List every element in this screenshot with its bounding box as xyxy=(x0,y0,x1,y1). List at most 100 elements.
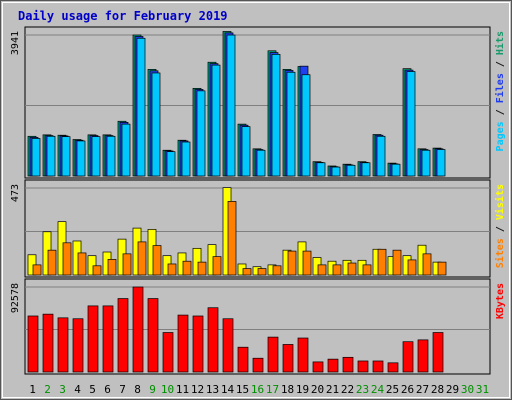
bar-kbytes-day-6 xyxy=(102,305,114,373)
bar-kbytes-day-9 xyxy=(147,298,159,373)
bar-pages-day-7 xyxy=(121,123,131,177)
day-label: 20 xyxy=(311,383,324,396)
day-label: 28 xyxy=(431,383,444,396)
bar-pages-day-28 xyxy=(436,149,446,177)
bar-visits-day-5 xyxy=(87,255,97,276)
panel-max-label: 92578 xyxy=(10,283,21,313)
bar-kbytes-day-3 xyxy=(57,317,69,373)
bar-sites-day-14 xyxy=(227,201,237,276)
bar-kbytes-day-5 xyxy=(87,305,99,373)
bar-kbytes-day-27 xyxy=(417,339,429,373)
bar-pages-day-3 xyxy=(61,136,71,177)
legend-entry: Pages xyxy=(495,121,506,151)
bar-sites-day-10 xyxy=(167,263,177,276)
bar-kbytes-day-20 xyxy=(312,361,324,373)
day-label: 29 xyxy=(446,383,459,396)
day-label: 17 xyxy=(266,383,279,396)
bar-sites-day-22 xyxy=(347,262,357,276)
day-label: 10 xyxy=(161,383,174,396)
day-axis-labels: 1 2 3 4 5 6 7 8 9 10 11 12 13 14 15 16 17 18 19 20 21 22 23 24 2… xyxy=(29,383,489,396)
bar-kbytes-day-24 xyxy=(372,360,384,373)
day-label: 30 xyxy=(461,383,474,396)
day-label: 26 xyxy=(401,383,414,396)
day-label: 18 xyxy=(281,383,294,396)
chart-title: Daily usage for February 2019 xyxy=(18,9,228,23)
bar-kbytes-day-19 xyxy=(297,337,309,373)
day-label: 1 xyxy=(29,383,36,396)
day-label: 5 xyxy=(89,383,96,396)
day-label: 27 xyxy=(416,383,429,396)
bar-kbytes-day-21 xyxy=(327,358,339,373)
bar-sites-day-20 xyxy=(317,264,327,276)
day-label: 4 xyxy=(74,383,81,396)
bar-sites-day-21 xyxy=(332,264,342,276)
panel-visits-sites: 473 Sites / Visits xyxy=(10,179,506,278)
bar-sites-day-23 xyxy=(362,264,372,276)
bar-kbytes-day-13 xyxy=(207,307,219,373)
bar-visits-day-12 xyxy=(192,247,202,276)
bar-kbytes-day-23 xyxy=(357,360,369,373)
bar-pages-day-22 xyxy=(346,164,356,177)
bar-kbytes-day-14 xyxy=(222,318,234,373)
bar-pages-day-15 xyxy=(241,126,251,177)
day-label: 6 xyxy=(104,383,111,396)
bar-pages-day-23 xyxy=(361,162,371,177)
bar-pages-day-2 xyxy=(46,135,56,177)
bar-sites-day-16 xyxy=(257,268,267,276)
day-label: 24 xyxy=(371,383,385,396)
bar-sites-day-18 xyxy=(287,250,297,276)
panel-pages-files-hits: 3941 Pages / Files / Hits xyxy=(10,26,506,179)
legend-entry: Sites xyxy=(494,238,506,268)
day-label: 16 xyxy=(251,383,264,396)
bar-sites-day-24 xyxy=(377,248,387,276)
bar-sites-day-26 xyxy=(407,259,417,276)
legend-entry: / xyxy=(495,55,506,73)
legend-entry: / xyxy=(495,103,506,121)
bar-pages-day-11 xyxy=(181,141,191,177)
bar-kbytes-day-8 xyxy=(132,286,144,373)
bar-sites-day-27 xyxy=(422,253,432,276)
bar-sites-day-8 xyxy=(137,241,147,276)
bar-kbytes-day-2 xyxy=(42,313,54,373)
legend-entry: Files xyxy=(494,73,506,103)
bar-kbytes-day-12 xyxy=(192,315,204,373)
day-label: 2 xyxy=(44,383,51,396)
day-label: 31 xyxy=(476,383,489,396)
panel-max-label: 473 xyxy=(10,184,21,202)
bar-sites-day-3 xyxy=(62,242,72,276)
bar-pages-day-20 xyxy=(316,162,326,177)
bar-pages-day-5 xyxy=(91,136,101,177)
panel-legend: KBytes xyxy=(495,283,506,319)
bar-pages-day-19 xyxy=(301,74,311,177)
bar-sites-day-13 xyxy=(212,256,222,276)
bar-pages-day-16 xyxy=(256,149,266,177)
bar-sites-day-2 xyxy=(47,249,57,276)
bar-kbytes-day-26 xyxy=(402,341,414,373)
day-label: 23 xyxy=(356,383,369,396)
bar-sites-day-11 xyxy=(182,260,192,276)
bar-pages-day-10 xyxy=(166,151,176,177)
day-label: 12 xyxy=(191,383,204,396)
day-label: 3 xyxy=(59,383,66,396)
bar-sites-day-6 xyxy=(107,259,117,276)
day-label: 21 xyxy=(326,383,339,396)
panels: 3941 Pages / Files / Hits 473 Sites / Visit… xyxy=(10,26,506,375)
bar-pages-day-12 xyxy=(196,90,206,177)
legend-entry: KBytes xyxy=(495,283,506,319)
bar-pages-day-18 xyxy=(286,71,296,177)
bar-pages-day-25 xyxy=(391,163,401,177)
bar-kbytes-day-7 xyxy=(117,298,129,373)
panel-max-label: 3941 xyxy=(10,31,21,55)
bar-sites-day-17 xyxy=(272,265,282,276)
panel-kbytes: 92578 KBytes xyxy=(10,278,506,375)
day-label: 22 xyxy=(341,383,354,396)
bar-pages-day-4 xyxy=(76,140,86,177)
bar-pages-day-1 xyxy=(31,138,41,177)
legend-entry: / xyxy=(495,220,506,238)
day-label: 7 xyxy=(119,383,126,396)
bar-sites-day-7 xyxy=(122,253,132,276)
bar-sites-day-4 xyxy=(77,252,87,276)
bar-kbytes-day-4 xyxy=(72,318,84,373)
day-label: 11 xyxy=(176,383,189,396)
